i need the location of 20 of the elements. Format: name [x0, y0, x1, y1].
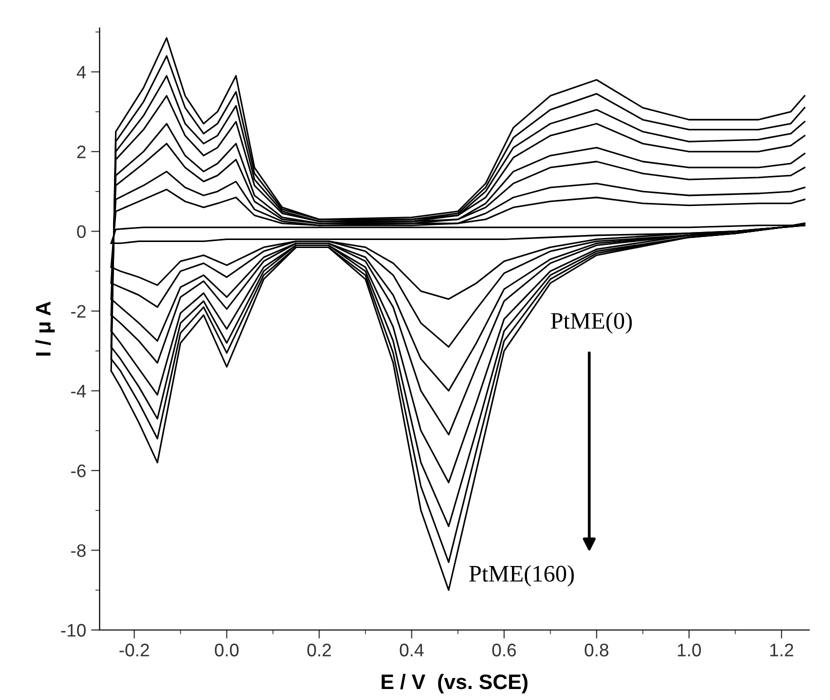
y-axis-title: I / μ A: [35, 302, 55, 356]
x-tick-label: 1.0: [678, 644, 701, 656]
y-tick-label: -6: [71, 464, 86, 478]
y-tick-label: -2: [71, 304, 86, 318]
x-tick-label: 0.0: [214, 644, 239, 656]
x-tick-label: 0.2: [307, 644, 331, 656]
y-tick-label: -10: [61, 624, 86, 637]
annotation: PtME(0): [550, 312, 632, 334]
y-tick-label: -8: [71, 544, 86, 557]
y-tick-label: 0: [77, 225, 86, 238]
x-tick-label: -0.2: [120, 644, 149, 656]
x-tick-label: 0.8: [584, 644, 608, 656]
annotation: PtME(160): [469, 565, 574, 587]
x-tick-label: 0.6: [492, 644, 516, 656]
x-tick-label: 1.2: [770, 644, 794, 656]
y-tick-label: -4: [71, 384, 86, 398]
x-tick-label: 0.4: [400, 644, 424, 656]
y-tick-label: 2: [77, 146, 86, 158]
x-axis-title: E / V (vs. SCE): [382, 674, 528, 694]
y-tick-label: 4: [76, 66, 86, 78]
